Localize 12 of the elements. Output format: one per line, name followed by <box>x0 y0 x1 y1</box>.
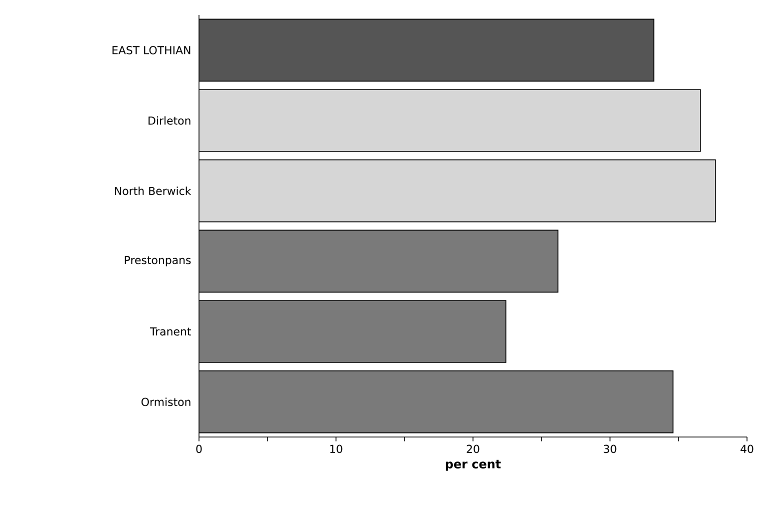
y-tick-label: EAST LOTHIAN <box>112 46 190 54</box>
y-tick-label: North Berwick <box>115 186 192 196</box>
y-tick-label: Ormiston <box>142 398 190 406</box>
y-tick-label: Tranent <box>150 327 191 336</box>
y-tick-label: Prestonpans <box>124 256 191 266</box>
x-tick-label: 20 <box>466 444 480 454</box>
x-axis-title: per cent <box>446 460 501 471</box>
x-tick-label: 30 <box>604 444 616 454</box>
y-tick-label: Dirleton <box>148 116 190 125</box>
x-tick-label: 40 <box>740 444 754 454</box>
x-tick-label: 10 <box>330 444 342 454</box>
x-tick-label: 0 <box>196 444 202 454</box>
